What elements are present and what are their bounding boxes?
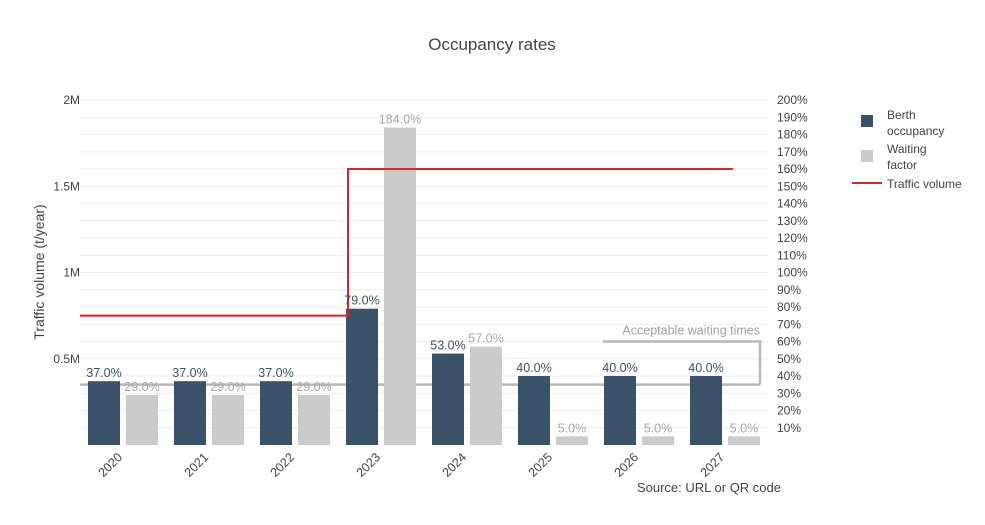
berth-occupancy-bar (604, 376, 636, 445)
legend: Berth occupancy Waiting factor Traffic volum… (852, 108, 962, 191)
x-tick-label: 2022 (268, 450, 298, 480)
grid-lines (80, 99, 768, 429)
bars (88, 127, 760, 445)
berth-occupancy-label: 37.0% (258, 366, 293, 380)
berth-occupancy-label: 40.0% (688, 361, 723, 375)
berth-occupancy-bar (432, 353, 464, 445)
band-label: Acceptable waiting times (622, 324, 760, 338)
berth-occupancy-bar (346, 308, 378, 445)
x-tick-label: 2026 (612, 450, 642, 480)
traffic-volume-path (80, 168, 733, 317)
waiting-factor-bar (126, 394, 158, 445)
right-tick-label: 150% (777, 179, 808, 193)
berth-occupancy-label: 40.0% (602, 361, 637, 375)
x-tick-label: 2021 (182, 450, 212, 480)
waiting-factor-label: 184.0% (379, 113, 421, 127)
right-tick-label: 140% (777, 197, 808, 211)
right-tick-label: 130% (777, 214, 808, 228)
legend-label-berth: occupancy (887, 124, 944, 138)
right-tick-label: 180% (777, 128, 808, 142)
right-tick-label: 10% (777, 421, 801, 435)
right-tick-label: 200% (777, 93, 808, 107)
chart-title: Occupancy rates (428, 35, 556, 54)
waiting-factor-bar (212, 394, 244, 445)
waiting-factor-bar (298, 394, 330, 445)
x-axis: 2020 2021 2022 2023 2024 2025 2026 2027 (96, 450, 728, 480)
waiting-factor-label: 29.0% (296, 380, 331, 394)
berth-occupancy-label: 79.0% (344, 294, 379, 308)
berth-occupancy-label: 37.0% (172, 366, 207, 380)
berth-occupancy-bar (518, 376, 550, 445)
waiting-factor-label: 29.0% (210, 380, 245, 394)
berth-occupancy-label: 40.0% (516, 361, 551, 375)
right-tick-label: 20% (777, 404, 801, 418)
berth-occupancy-label: 37.0% (86, 366, 121, 380)
waiting-factor-label: 5.0% (558, 421, 587, 435)
left-tick-label: 1M (63, 266, 80, 280)
right-tick-label: 100% (777, 266, 808, 280)
left-tick-label: 1.5M (53, 179, 80, 193)
berth-occupancy-bar (690, 376, 722, 445)
waiting-factor-bar (384, 127, 416, 445)
berth-occupancy-bar (88, 381, 120, 445)
x-tick-label: 2023 (354, 450, 384, 480)
right-tick-label: 40% (777, 369, 801, 383)
berth-occupancy-label: 53.0% (430, 339, 465, 353)
berth-occupancy-bar (174, 381, 206, 445)
left-axis: 0.5M 1M 1.5M 2M (53, 93, 80, 366)
berth-occupancy-bar (260, 381, 292, 445)
legend-label-waiting: factor (887, 158, 917, 172)
right-tick-label: 110% (777, 248, 807, 262)
traffic-volume-line (80, 168, 733, 317)
bar-labels: 37.0%29.0%37.0%29.0%37.0%29.0%79.0%184.0… (86, 113, 758, 436)
source-note: Source: URL or QR code (637, 480, 781, 495)
legend-swatch-berth (861, 115, 873, 127)
right-tick-label: 90% (777, 283, 801, 297)
waiting-factor-label: 5.0% (730, 421, 759, 435)
band-bracket (603, 340, 762, 385)
waiting-factor-bar (556, 436, 588, 445)
x-tick-label: 2024 (440, 450, 470, 480)
waiting-factor-label: 29.0% (124, 380, 159, 394)
x-tick-label: 2027 (698, 450, 728, 480)
right-tick-label: 120% (777, 231, 808, 245)
waiting-factor-label: 57.0% (468, 332, 503, 346)
right-tick-label: 170% (777, 145, 808, 159)
legend-swatch-waiting (861, 150, 873, 162)
left-axis-title: Traffic volume (t/year) (31, 204, 47, 339)
waiting-factor-bar (642, 436, 674, 445)
left-tick-label: 0.5M (53, 352, 80, 366)
legend-label-traffic: Traffic volume (887, 177, 962, 191)
right-tick-label: 160% (777, 162, 808, 176)
right-tick-label: 190% (777, 110, 808, 124)
right-tick-label: 60% (777, 335, 801, 349)
right-tick-label: 80% (777, 300, 801, 314)
waiting-factor-bar (728, 436, 760, 445)
legend-label-berth: Berth (887, 108, 916, 122)
legend-label-waiting: Waiting (887, 142, 927, 156)
right-tick-label: 30% (777, 386, 801, 400)
right-tick-label: 70% (777, 317, 801, 331)
right-tick-label: 50% (777, 352, 801, 366)
x-tick-label: 2020 (96, 450, 126, 480)
x-tick-label: 2025 (526, 450, 556, 480)
waiting-factor-bar (470, 346, 502, 445)
left-tick-label: 2M (63, 93, 80, 107)
waiting-factor-label: 5.0% (644, 421, 673, 435)
right-axis: 10% 20% 30% 40% 50% 60% 70% 80% 90% 100% 110% 120% 1… (777, 93, 808, 435)
